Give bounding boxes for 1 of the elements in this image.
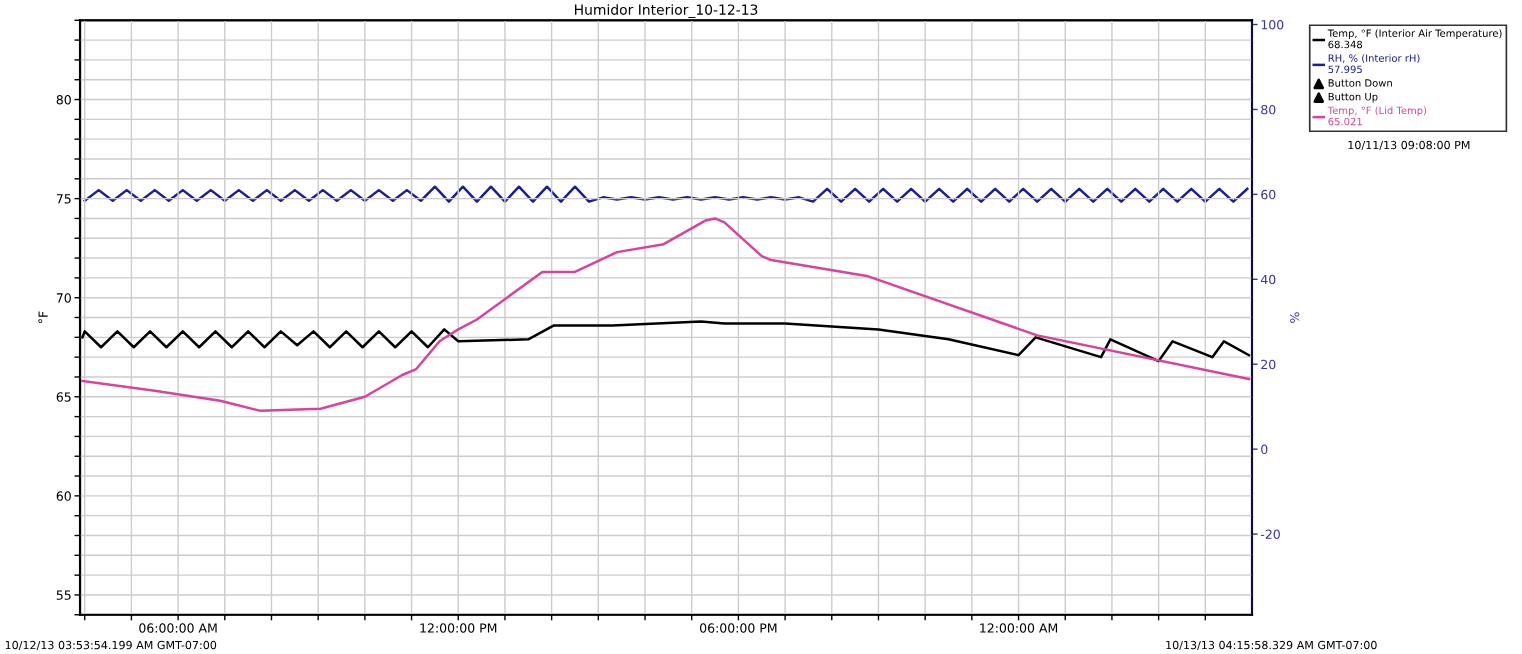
line-series <box>83 185 1249 203</box>
